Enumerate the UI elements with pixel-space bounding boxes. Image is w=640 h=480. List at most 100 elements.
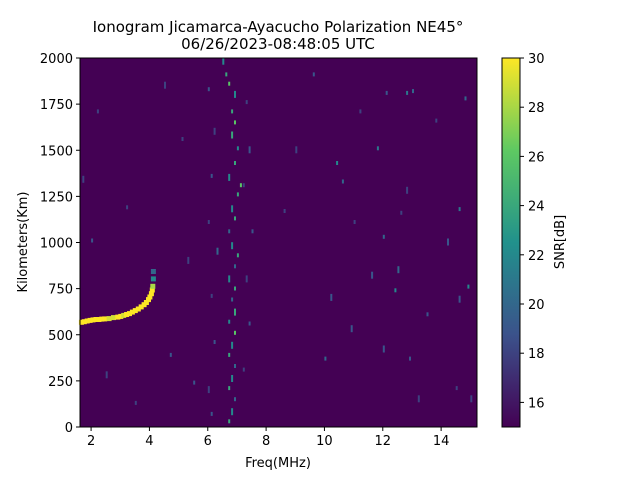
noise-cell — [412, 89, 414, 94]
trace-cell — [87, 317, 93, 323]
noise-cell — [82, 175, 85, 183]
noise-cell — [234, 216, 236, 221]
noise-cell — [234, 90, 236, 98]
trace-cell — [93, 317, 99, 322]
trace-cell — [124, 312, 130, 317]
trace-cell — [78, 319, 84, 325]
noise-cell — [164, 81, 166, 89]
noise-cell — [464, 96, 467, 101]
noise-cell — [330, 293, 333, 301]
y-tick-label: 2000 — [40, 52, 73, 67]
y-tick-label: 500 — [48, 329, 73, 344]
trace-cell — [150, 269, 156, 274]
noise-cell — [470, 395, 473, 403]
noise-cell — [236, 253, 239, 258]
noise-cell — [231, 375, 234, 382]
noise-cell — [417, 395, 420, 403]
chart-title: Ionogram Jicamarca-Ayacucho Polarization… — [93, 18, 464, 36]
noise-cell — [126, 205, 129, 210]
noise-cell — [231, 109, 234, 114]
trace-cell — [150, 276, 156, 282]
noise-cell — [193, 380, 196, 385]
noise-cell — [134, 400, 137, 405]
noise-cell — [350, 325, 353, 333]
noise-cell — [91, 238, 94, 243]
trace-cell — [149, 287, 155, 293]
y-axis-label: Kilometers(Km) — [16, 192, 31, 293]
noise-cell — [234, 364, 236, 368]
noise-cell — [409, 356, 411, 361]
noise-cell — [228, 319, 231, 324]
noise-cell — [236, 192, 239, 197]
trace-cell — [129, 309, 135, 315]
y-tick-label: 0 — [65, 421, 73, 436]
colorbar-tick-label: 20 — [528, 298, 545, 313]
noise-cell — [245, 275, 248, 283]
noise-cell — [245, 100, 248, 105]
noise-cell — [207, 386, 210, 394]
noise-cell — [324, 356, 327, 361]
trace-cell — [99, 316, 105, 322]
colorbar-tick-label: 30 — [528, 52, 545, 67]
trace-cell — [143, 300, 149, 305]
noise-cell — [248, 321, 251, 326]
noise-cell — [213, 340, 216, 344]
noise-cell — [169, 352, 172, 357]
heatmap-cells — [78, 57, 473, 424]
noise-cell — [447, 238, 449, 246]
noise-cell — [283, 209, 286, 213]
y-tick-label: 1000 — [40, 237, 73, 252]
noise-cell — [181, 137, 184, 141]
noise-cell — [251, 229, 254, 234]
noise-cell — [213, 127, 216, 135]
noise-cell — [210, 411, 213, 416]
trace-cell — [106, 316, 112, 322]
trace-cell — [115, 314, 121, 320]
noise-cell — [187, 256, 190, 264]
colorbar-ticks: 16 18 20 22 24 26 28 30 — [520, 52, 545, 411]
noise-cell — [406, 186, 409, 194]
noise-cell — [353, 220, 356, 224]
noise-cell — [336, 161, 339, 165]
noise-cell — [382, 345, 385, 353]
noise-cell — [216, 247, 219, 255]
noise-cell — [397, 266, 400, 274]
colorbar-tick-label: 28 — [528, 101, 545, 116]
noise-cell — [228, 352, 231, 357]
noise-cell — [242, 367, 245, 372]
noise-cell — [426, 312, 429, 317]
y-tick-label: 1750 — [40, 98, 73, 113]
noise-cell — [228, 386, 231, 391]
noise-cell — [234, 286, 236, 291]
noise-cell — [371, 271, 374, 279]
colorbar-tick-label: 18 — [528, 347, 545, 362]
trace-cell — [147, 294, 153, 300]
trace-cell — [135, 306, 141, 312]
trace-cell — [146, 297, 151, 303]
trace-cell — [84, 318, 90, 324]
noise-cell — [406, 90, 409, 95]
noise-cell — [207, 220, 210, 224]
noise-cell — [394, 288, 397, 293]
noise-cell — [234, 161, 236, 165]
trace-cell — [81, 319, 87, 325]
colorbar-tick-label: 26 — [528, 150, 545, 165]
noise-cell — [210, 293, 213, 298]
noise-cell — [234, 120, 236, 125]
noise-cell — [231, 131, 234, 139]
noise-cell — [234, 397, 236, 402]
x-tick-label: 4 — [145, 434, 153, 449]
x-tick-label: 10 — [316, 434, 333, 449]
trace-cell — [90, 317, 96, 323]
noise-cell — [242, 183, 245, 188]
trace-cell — [96, 317, 102, 322]
noise-cell — [467, 284, 470, 289]
trace-cell — [121, 312, 127, 318]
x-tick-label: 12 — [375, 434, 392, 449]
x-axis-ticks: 2 4 6 8 10 12 14 — [87, 427, 449, 449]
noise-cell — [458, 207, 461, 212]
colorbar — [501, 57, 521, 428]
noise-cell — [207, 87, 210, 92]
y-axis-ticks: 0 250 500 750 1000 1250 1500 1750 2000 — [40, 52, 80, 436]
trace-cell — [150, 283, 156, 289]
